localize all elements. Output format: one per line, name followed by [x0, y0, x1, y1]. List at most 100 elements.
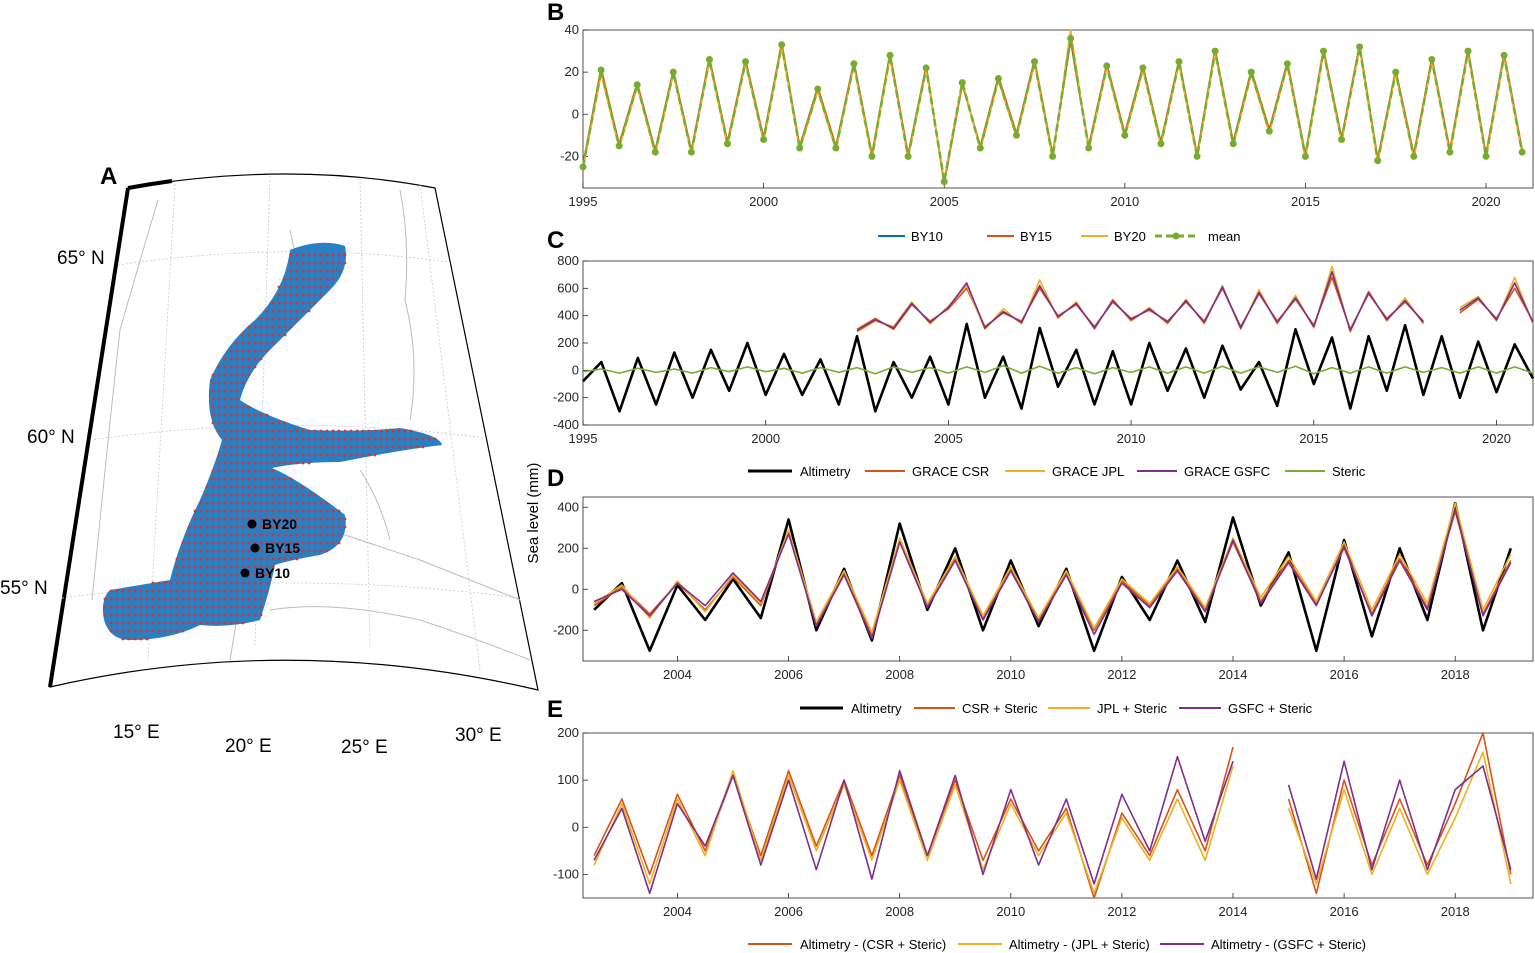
track-dot [217, 397, 221, 401]
map-panel: A [0, 163, 539, 758]
track-dot [265, 493, 269, 497]
track-dot [259, 453, 263, 457]
track-dot [271, 317, 275, 321]
track-dot [421, 437, 425, 441]
track-dot [283, 301, 287, 305]
track-dot [211, 381, 215, 385]
track-dot [205, 557, 209, 561]
track-dot [229, 485, 233, 489]
track-dot [247, 541, 251, 545]
track-dot [211, 557, 215, 561]
track-dot [301, 285, 305, 289]
track-dot [361, 445, 365, 449]
track-dot [139, 637, 143, 641]
track-dot [241, 421, 245, 425]
track-dot [241, 621, 245, 625]
track-dot [283, 541, 287, 545]
track-dot [199, 541, 203, 545]
track-dot [313, 293, 317, 297]
track-dot [229, 413, 233, 417]
track-dot [301, 437, 305, 441]
track-dot [235, 573, 239, 577]
track-dot [259, 357, 263, 361]
x-tick-label-b: 2020 [1472, 194, 1501, 209]
track-dot [175, 573, 179, 577]
track-dot [247, 445, 251, 449]
track-dot [121, 629, 125, 633]
track-dot [163, 605, 167, 609]
track-dot [427, 437, 431, 441]
series-point-b-mean [742, 58, 750, 66]
track-dot [211, 621, 215, 625]
track-dot [331, 261, 335, 265]
track-dot [331, 445, 335, 449]
track-dot [289, 445, 293, 449]
track-dot [283, 293, 287, 297]
track-dot [223, 429, 227, 433]
track-dot [295, 285, 299, 289]
track-dot [265, 541, 269, 545]
track-dot [181, 629, 185, 633]
track-dot [235, 493, 239, 497]
track-dot [211, 597, 215, 601]
track-dot [121, 621, 125, 625]
track-dot [235, 397, 239, 401]
x-tick-label-c: 2005 [934, 431, 963, 446]
track-dot [313, 445, 317, 449]
track-dot [229, 381, 233, 385]
track-dot [253, 445, 257, 449]
series-point-b-mean [597, 66, 605, 74]
y-tick-label-b: 40 [565, 22, 579, 37]
track-dot [109, 605, 113, 609]
y-tick-label-e: 100 [557, 772, 579, 787]
track-dot [217, 573, 221, 577]
track-dot [145, 613, 149, 617]
track-dot [265, 445, 269, 449]
x-tick-label-b: 2010 [1110, 194, 1139, 209]
track-dot [193, 581, 197, 585]
track-dot [253, 349, 257, 353]
track-dot [337, 541, 341, 545]
track-dot [247, 453, 251, 457]
track-dot [259, 509, 263, 513]
track-dot [157, 597, 161, 601]
track-dot [289, 533, 293, 537]
track-dot [253, 589, 257, 593]
track-dot [265, 549, 269, 553]
track-dot [265, 589, 269, 593]
track-dot [241, 349, 245, 353]
lat-label-55: 55° N [0, 578, 48, 599]
track-dot [199, 565, 203, 569]
track-dot [103, 597, 107, 601]
track-dot [229, 621, 233, 625]
series-point-b-mean [669, 68, 677, 76]
track-dot [163, 597, 167, 601]
track-dot [397, 445, 401, 449]
track-dot [199, 517, 203, 521]
track-dot [283, 277, 287, 281]
track-dot [229, 477, 233, 481]
track-dot [235, 453, 239, 457]
track-dot [241, 613, 245, 617]
track-dot [235, 597, 239, 601]
track-dot [217, 429, 221, 433]
series-line-c-grace-gsfc [856, 271, 1534, 332]
track-dot [295, 429, 299, 433]
series-point-b-mean [1500, 51, 1508, 59]
track-dot [259, 533, 263, 537]
track-dot [343, 445, 347, 449]
track-dot [337, 525, 341, 529]
track-dot [235, 389, 239, 393]
track-dot [313, 261, 317, 265]
series-line-b-by10 [582, 39, 1523, 183]
track-dot [235, 373, 239, 377]
track-dot [259, 469, 263, 473]
track-dot [211, 485, 215, 489]
track-dot [139, 605, 143, 609]
track-dot [253, 357, 257, 361]
track-dot [289, 261, 293, 265]
track-dot [253, 493, 257, 497]
track-dot [229, 389, 233, 393]
track-dot [307, 493, 311, 497]
track-dot [247, 413, 251, 417]
